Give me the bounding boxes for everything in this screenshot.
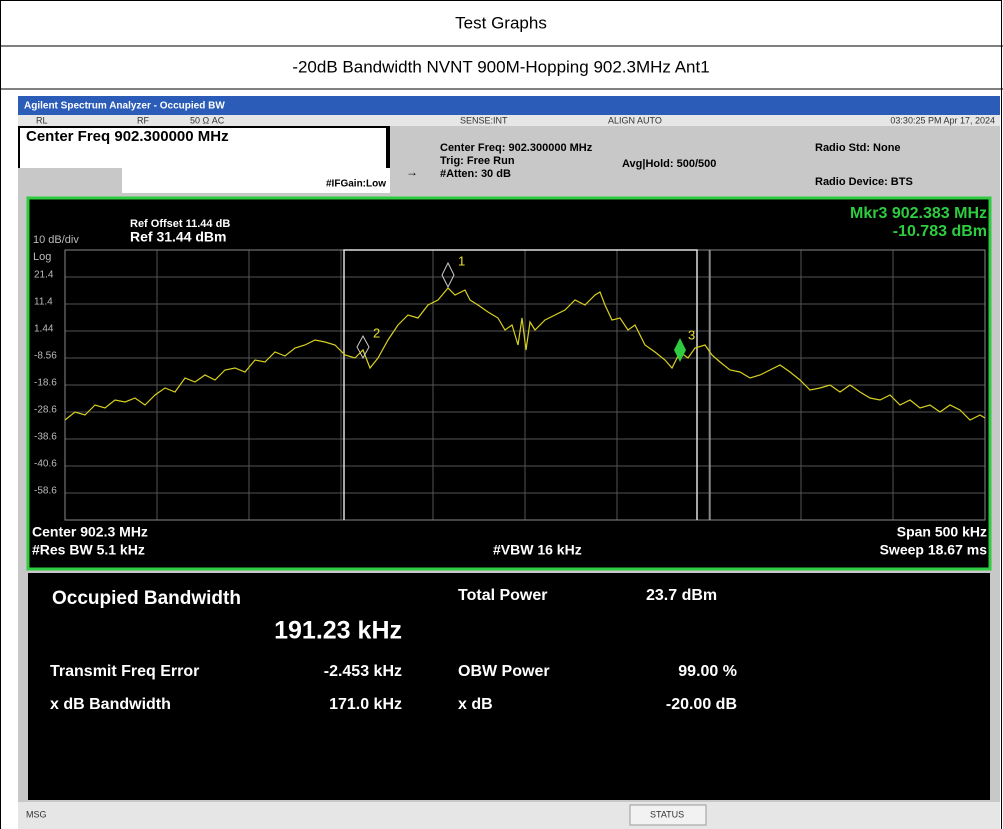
trigger: Trig: Free Run <box>440 155 515 167</box>
y-label: -18.6 <box>34 378 57 389</box>
scale: 10 dB/div <box>33 234 79 246</box>
res-bw: #Res BW 5.1 kHz <box>32 542 145 558</box>
obw-label: Occupied Bandwidth <box>52 588 241 609</box>
status-sense: SENSE:INT <box>460 115 508 125</box>
marker-level: -10.783 dBm <box>893 223 987 240</box>
span: Span 500 kHz <box>897 524 987 540</box>
tfe-value: -2.453 kHz <box>324 663 402 680</box>
marker-2-label: 2 <box>373 325 380 340</box>
status-bar <box>18 802 1000 829</box>
if-gain-box <box>122 168 390 193</box>
center-freq-box-top <box>20 128 386 144</box>
sweep: Sweep 18.67 ms <box>880 542 988 558</box>
obw-power-value: 99.00 % <box>678 663 737 680</box>
obw-power-label: OBW Power <box>458 663 550 680</box>
center-freq-small: Center Freq: 902.300000 MHz <box>440 142 593 154</box>
tfe-label: Transmit Freq Error <box>50 663 199 680</box>
marker-3 <box>674 338 686 362</box>
xdb-bw-value: 171.0 kHz <box>329 696 402 713</box>
y-label: 1.44 <box>34 324 54 335</box>
graph-area <box>26 196 992 571</box>
results-panel <box>28 573 990 800</box>
y-label: -58.6 <box>34 486 57 497</box>
center-label: Center 902.3 MHz <box>32 524 148 540</box>
status-label: STATUS <box>650 809 684 819</box>
xdb-value: -20.00 dB <box>666 696 737 713</box>
center-freq: Center Freq 902.300000 MHz <box>26 128 229 145</box>
obw-bracket <box>343 249 698 520</box>
window-title: Agilent Spectrum Analyzer - Occupied BW <box>24 101 225 112</box>
status-rl: RL <box>36 115 48 125</box>
table-title: Test Graphs <box>455 13 547 32</box>
arrow-icon: → <box>406 165 418 179</box>
status-time: 03:30:25 PM Apr 17, 2024 <box>890 115 995 125</box>
status-rf: RF <box>137 115 149 125</box>
radio-device: Radio Device: BTS <box>815 176 913 188</box>
xdb-bw-label: x dB Bandwidth <box>50 696 171 713</box>
trace <box>64 287 986 421</box>
y-label: -28.6 <box>34 405 57 416</box>
status-impedance: 50 Ω AC <box>190 115 225 125</box>
marker-2 <box>356 334 370 360</box>
y-label: -38.6 <box>34 432 57 443</box>
vbw: #VBW 16 kHz <box>493 542 582 558</box>
ref-level: Ref 31.44 dBm <box>130 229 226 245</box>
y-label: 21.4 <box>34 270 54 281</box>
ref-offset: Ref Offset 11.44 dB <box>130 218 230 230</box>
obw-value: 191.23 kHz <box>274 617 402 645</box>
marker-1-label: 1 <box>458 253 465 268</box>
y-label: -8.56 <box>34 351 57 362</box>
title-bar <box>18 96 1000 115</box>
radio-std: Radio Std: None <box>815 142 901 154</box>
table-subtitle: -20dB Bandwidth NVNT 900M-Hopping 902.3M… <box>292 57 709 76</box>
y-label: 11.4 <box>34 297 53 308</box>
if-gain: #IFGain:Low <box>326 179 386 190</box>
avg-hold: Avg|Hold: 500/500 <box>622 158 716 170</box>
grid <box>65 250 985 520</box>
attenuation: #Atten: 30 dB <box>440 168 511 180</box>
total-power-value: 23.7 dBm <box>646 587 717 604</box>
y-label: -40.6 <box>34 459 57 470</box>
log-label: Log <box>33 251 51 263</box>
marker-1 <box>441 261 455 289</box>
center-freq-box-inner <box>20 142 386 168</box>
xdb-label: x dB <box>458 696 493 713</box>
status-align: ALIGN AUTO <box>608 115 662 125</box>
status-button[interactable] <box>629 804 707 826</box>
total-power-label: Total Power <box>458 587 548 604</box>
marker-freq: Mkr3 902.383 MHz <box>850 205 987 222</box>
status-row <box>18 115 1000 126</box>
analyzer: Agilent Spectrum Analyzer - Occupied BW … <box>18 96 1000 829</box>
marker-3-label: 3 <box>688 327 695 342</box>
msg: MSG <box>26 809 47 819</box>
